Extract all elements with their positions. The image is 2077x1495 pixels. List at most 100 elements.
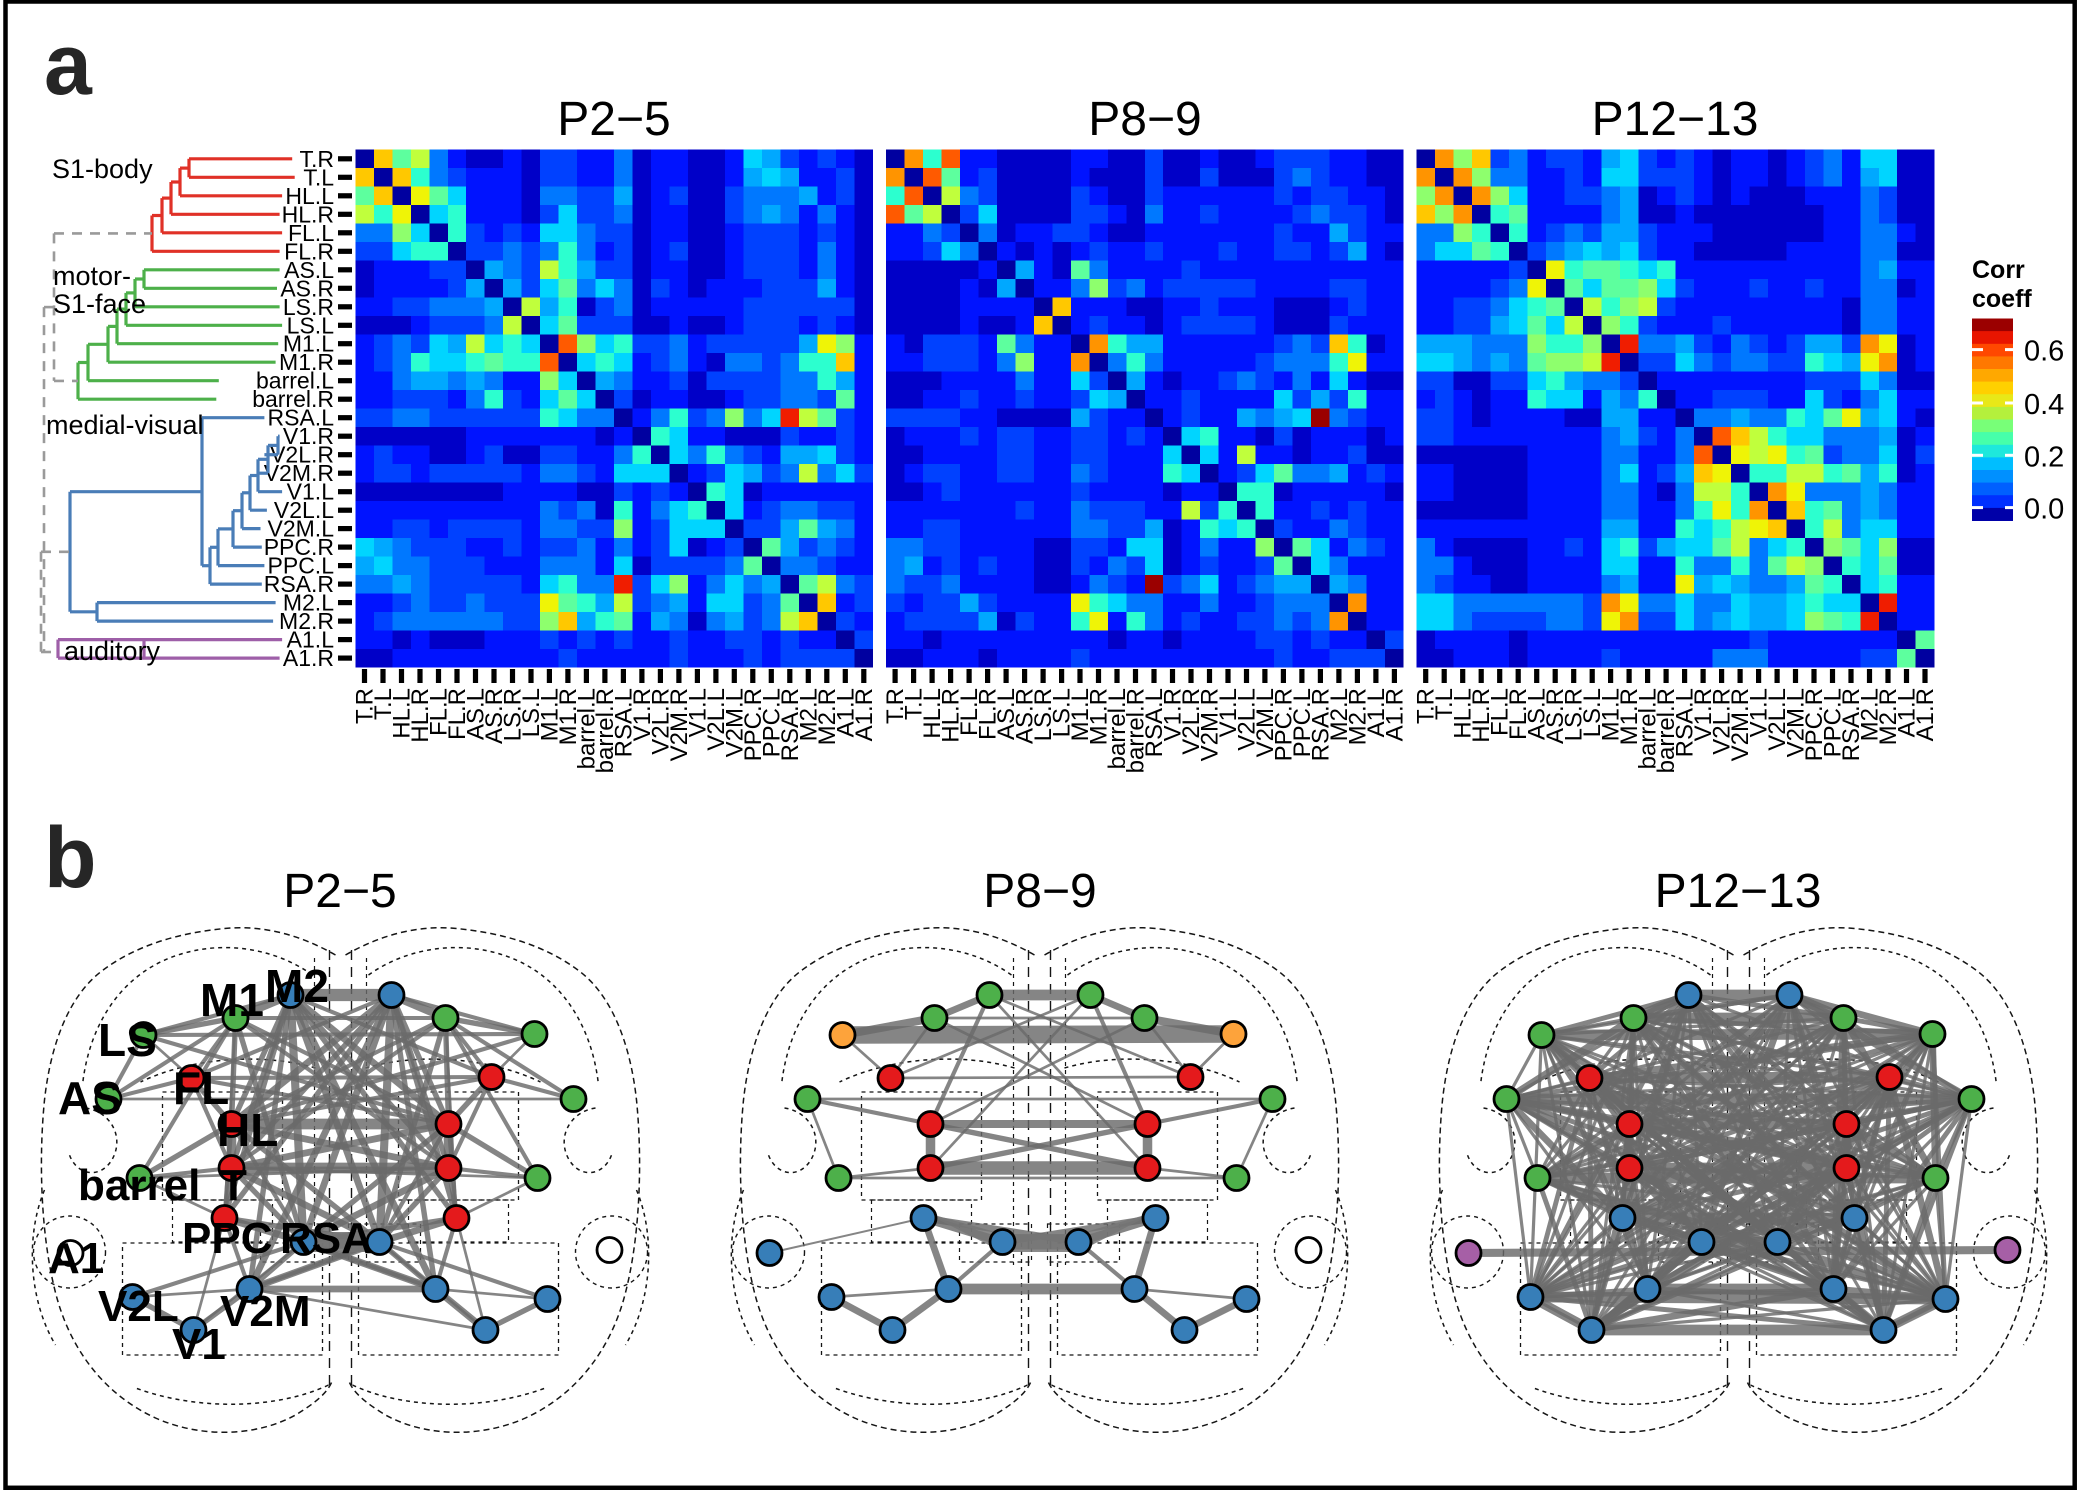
svg-text:V2M.L: V2M.L xyxy=(1252,688,1279,757)
svg-text:V2L.L: V2L.L xyxy=(1764,688,1791,751)
svg-text:FL.L: FL.L xyxy=(288,220,334,246)
svg-text:P12−13: P12−13 xyxy=(1592,93,1759,146)
svg-text:A1.R: A1.R xyxy=(1912,688,1939,741)
svg-text:0.2: 0.2 xyxy=(2024,441,2064,473)
svg-text:LS.R: LS.R xyxy=(283,294,334,320)
svg-text:RSA.L: RSA.L xyxy=(610,688,637,757)
svg-text:barrel.L: barrel.L xyxy=(1104,688,1131,769)
svg-text:LS.L: LS.L xyxy=(287,312,335,338)
svg-text:S1-face: S1-face xyxy=(53,289,146,319)
svg-text:A1.L: A1.L xyxy=(287,627,335,653)
svg-text:FL.L: FL.L xyxy=(1487,688,1514,736)
svg-text:barrel.L: barrel.L xyxy=(256,368,334,394)
svg-text:T.R: T.R xyxy=(352,688,379,724)
svg-text:V2L.L: V2L.L xyxy=(703,688,730,751)
svg-text:A1.R: A1.R xyxy=(851,688,878,741)
svg-text:V2L.R: V2L.R xyxy=(1709,688,1736,755)
svg-text:M1.R: M1.R xyxy=(1086,688,1113,745)
svg-text:M1.L: M1.L xyxy=(1598,688,1625,741)
svg-text:HL.L: HL.L xyxy=(389,688,416,739)
svg-text:M2.R: M2.R xyxy=(1875,688,1902,745)
svg-text:HL.L: HL.L xyxy=(1450,688,1477,739)
svg-text:V1.L: V1.L xyxy=(1215,688,1242,737)
svg-text:A1.R: A1.R xyxy=(283,645,334,671)
svg-text:A1.L: A1.L xyxy=(832,688,859,737)
svg-text:A1: A1 xyxy=(48,1234,104,1283)
svg-text:AS.R: AS.R xyxy=(1012,688,1039,744)
svg-text:AS.L: AS.L xyxy=(993,688,1020,740)
svg-text:M1.L: M1.L xyxy=(283,331,334,357)
svg-text:FL.R: FL.R xyxy=(975,688,1002,740)
svg-text:AS: AS xyxy=(58,1072,122,1124)
svg-text:M1.R: M1.R xyxy=(1616,688,1643,745)
svg-text:0.4: 0.4 xyxy=(2024,389,2064,421)
svg-text:M2.L: M2.L xyxy=(1326,688,1353,741)
svg-text:PPC.R: PPC.R xyxy=(1801,688,1828,761)
svg-text:V2L.R: V2L.R xyxy=(1178,688,1205,755)
svg-text:P8−9: P8−9 xyxy=(983,865,1096,918)
svg-text:HL.L: HL.L xyxy=(919,688,946,739)
svg-text:HL.R: HL.R xyxy=(407,688,434,743)
svg-text:T.R: T.R xyxy=(882,688,909,724)
svg-text:FL.R: FL.R xyxy=(1505,688,1532,740)
svg-text:HL.L: HL.L xyxy=(285,183,334,209)
svg-text:a: a xyxy=(44,17,93,113)
svg-text:T: T xyxy=(220,1161,247,1210)
svg-text:FL.L: FL.L xyxy=(956,688,983,736)
svg-text:M2.L: M2.L xyxy=(1857,688,1884,741)
svg-text:V2M.R: V2M.R xyxy=(264,460,334,486)
svg-text:barrel.R: barrel.R xyxy=(1653,688,1680,773)
svg-text:V2M.L: V2M.L xyxy=(721,688,748,757)
svg-text:V2L: V2L xyxy=(98,1282,179,1331)
svg-text:P12−13: P12−13 xyxy=(1655,865,1822,918)
svg-text:V2M.R: V2M.R xyxy=(1197,688,1224,761)
svg-text:V2L.R: V2L.R xyxy=(647,688,674,755)
svg-text:medial-visual: medial-visual xyxy=(46,410,204,440)
svg-text:FL: FL xyxy=(173,1062,229,1114)
svg-text:T.L: T.L xyxy=(303,164,334,190)
svg-text:coeff: coeff xyxy=(1972,285,2032,313)
svg-text:RSA.R: RSA.R xyxy=(264,571,334,597)
svg-text:M1.L: M1.L xyxy=(536,688,563,741)
svg-text:T.R: T.R xyxy=(300,146,335,172)
svg-text:0.0: 0.0 xyxy=(2024,494,2064,526)
svg-text:A1.R: A1.R xyxy=(1381,688,1408,741)
svg-text:Corr: Corr xyxy=(1972,256,2025,284)
svg-text:M2.L: M2.L xyxy=(795,688,822,741)
svg-text:T.L: T.L xyxy=(370,688,397,720)
svg-text:PPC.L: PPC.L xyxy=(758,688,785,757)
svg-text:auditory: auditory xyxy=(64,636,161,666)
svg-text:M1.L: M1.L xyxy=(1067,688,1094,741)
svg-text:AS.R: AS.R xyxy=(1542,688,1569,744)
svg-text:S1-body: S1-body xyxy=(52,154,153,184)
svg-text:b: b xyxy=(44,810,97,906)
svg-text:PPC.R: PPC.R xyxy=(740,688,767,761)
svg-text:V2M: V2M xyxy=(220,1287,310,1336)
svg-text:barrel.R: barrel.R xyxy=(1123,688,1150,773)
svg-text:LS.R: LS.R xyxy=(1561,688,1588,741)
svg-text:motor-: motor- xyxy=(53,261,131,291)
svg-text:M2.R: M2.R xyxy=(279,608,334,634)
svg-text:PPC.L: PPC.L xyxy=(268,553,335,579)
svg-text:0.6: 0.6 xyxy=(2024,336,2064,368)
svg-text:PPC.R: PPC.R xyxy=(264,534,334,560)
svg-text:RSA.R: RSA.R xyxy=(1307,688,1334,761)
svg-text:V2L.L: V2L.L xyxy=(1234,688,1261,751)
svg-text:V2L.L: V2L.L xyxy=(274,497,334,523)
svg-text:V2M.L: V2M.L xyxy=(268,516,335,542)
svg-text:V1.R: V1.R xyxy=(1690,688,1717,741)
svg-text:barrel.L: barrel.L xyxy=(573,688,600,769)
svg-text:LS.L: LS.L xyxy=(518,688,545,737)
svg-text:LS.L: LS.L xyxy=(1579,688,1606,737)
svg-text:V2M.L: V2M.L xyxy=(1783,688,1810,757)
svg-text:M2.R: M2.R xyxy=(1344,688,1371,745)
svg-text:AS.R: AS.R xyxy=(481,688,508,744)
svg-text:AS.R: AS.R xyxy=(280,275,334,301)
svg-text:V1.L: V1.L xyxy=(684,688,711,737)
svg-text:RSA.L: RSA.L xyxy=(1141,688,1168,757)
svg-text:HL.R: HL.R xyxy=(1468,688,1495,743)
svg-text:LS: LS xyxy=(98,1014,157,1066)
svg-text:P8−9: P8−9 xyxy=(1088,93,1201,146)
svg-text:LS.L: LS.L xyxy=(1049,688,1076,737)
svg-text:FL.R: FL.R xyxy=(444,688,471,740)
